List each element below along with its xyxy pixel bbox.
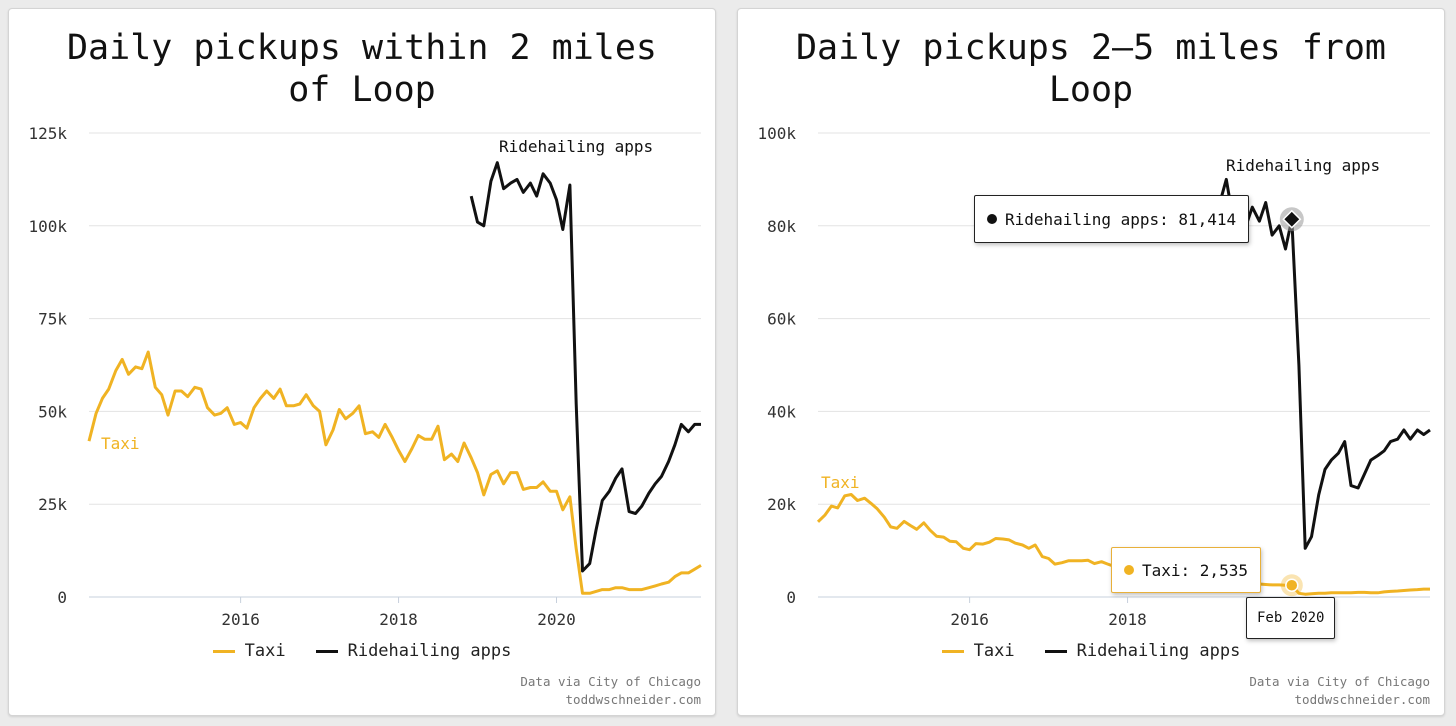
legend-swatch-taxi (941, 649, 964, 653)
series-label-taxi: Taxi (101, 434, 140, 453)
legend-swatch-ride (315, 649, 338, 653)
legend-swatch-ride (1044, 649, 1067, 653)
chart-title: Daily pickups 2–5 miles from Loop (795, 28, 1386, 110)
chart-panel-near-loop: Daily pickups within 2 miles of Loop 0 25… (8, 8, 716, 716)
tooltip-dot-taxi (1124, 565, 1134, 575)
legend-label-ride: Ridehailing apps (1076, 641, 1241, 661)
credit-site[interactable]: toddwschneider.com (565, 692, 701, 707)
series-line-taxi (87, 350, 702, 595)
legend-item-ride[interactable]: Ridehailing apps (1044, 641, 1241, 661)
y-tick-label: 50k (38, 402, 67, 421)
x-tick-label: 2020 (537, 610, 576, 629)
legend-label-taxi: Taxi (973, 641, 1015, 661)
tooltip-ridehailing: Ridehailing apps: 81,414 (974, 195, 1250, 243)
legend-item-taxi[interactable]: Taxi (212, 641, 286, 661)
tooltip-taxi-text: Taxi: 2,535 (1142, 560, 1248, 580)
credit-source: Data via City of Chicago (1249, 674, 1430, 689)
tooltip-ride-text: Ridehailing apps: 81,414 (1005, 209, 1237, 229)
line-chart-near-loop[interactable]: 0 25k 50k 75k 100k 125k 2016 2018 2020 Taxi Rideha… (9, 9, 715, 649)
hover-point-ride (1282, 209, 1302, 229)
y-tick-label: 80k (767, 217, 796, 236)
y-tick-label: 100k (757, 124, 796, 143)
credit: Data via City of Chicago toddwschneider.… (520, 673, 701, 709)
legend-label-ride: Ridehailing apps (347, 641, 512, 661)
y-tick-label: 40k (767, 402, 796, 421)
chart-panel-2-5-miles: Daily pickups 2–5 miles from Loop 0 20k 40… (737, 8, 1445, 716)
hover-point-taxi (1285, 578, 1299, 592)
y-tick-label: 125k (28, 124, 67, 143)
y-tick-label: 60k (767, 310, 796, 329)
series-label-ridehailing: Ridehailing apps (499, 137, 653, 156)
legend-swatch-taxi (212, 649, 235, 653)
chart-title: Daily pickups within 2 miles of Loop (66, 28, 657, 110)
credit: Data via City of Chicago toddwschneider.… (1249, 673, 1430, 709)
series-label-ridehailing: Ridehailing apps (1226, 156, 1380, 175)
x-tick-label: 2016 (221, 610, 260, 629)
credit-source: Data via City of Chicago (520, 674, 701, 689)
tooltip-dot-ride (987, 214, 997, 224)
y-tick-label: 0 (786, 588, 796, 607)
legend: Taxi Ridehailing apps (9, 641, 715, 661)
y-tick-label: 0 (57, 588, 67, 607)
y-tick-label: 25k (38, 495, 67, 514)
y-tick-label: 20k (767, 495, 796, 514)
legend-item-taxi[interactable]: Taxi (941, 641, 1015, 661)
tooltip-date: Feb 2020 (1246, 597, 1336, 639)
series-label-taxi: Taxi (821, 473, 860, 492)
x-tick-label: 2016 (950, 610, 989, 629)
legend-item-ride[interactable]: Ridehailing apps (315, 641, 512, 661)
credit-site[interactable]: toddwschneider.com (1294, 692, 1430, 707)
tooltip-taxi: Taxi: 2,535 (1111, 547, 1261, 593)
y-tick-label: 100k (28, 217, 67, 236)
x-tick-label: 2018 (379, 610, 418, 629)
legend-label-taxi: Taxi (244, 641, 286, 661)
tooltip-date-text: Feb 2020 (1257, 610, 1325, 626)
line-chart-2-5-miles[interactable]: 020k40k60k80k100k201620182020TaxiRidehai… (738, 9, 1444, 649)
x-tick-label: 2018 (1108, 610, 1147, 629)
series-line-ridehailing (469, 161, 701, 573)
legend: Taxi Ridehailing apps (738, 641, 1444, 661)
y-tick-label: 75k (38, 310, 67, 329)
